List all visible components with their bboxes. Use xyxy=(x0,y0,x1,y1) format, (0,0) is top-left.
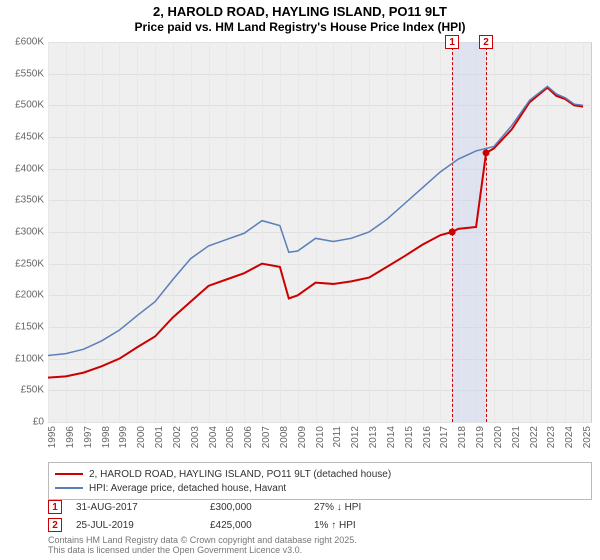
x-tick-label: 2004 xyxy=(208,426,219,448)
legend: 2, HAROLD ROAD, HAYLING ISLAND, PO11 9LT… xyxy=(48,462,592,500)
info-rows: 1 31-AUG-2017 £300,000 27% ↓ HPI 2 25-JUL-201… xyxy=(48,498,592,534)
legend-label: HPI: Average price, detached house, Hava… xyxy=(89,483,286,494)
y-tick-label: £150K xyxy=(15,322,44,333)
y-tick-label: £400K xyxy=(15,163,44,174)
x-tick-label: 2022 xyxy=(529,426,540,448)
y-tick-label: £350K xyxy=(15,195,44,206)
x-tick-label: 2013 xyxy=(368,426,379,448)
x-tick-label: 2018 xyxy=(457,426,468,448)
x-tick-label: 2005 xyxy=(225,426,236,448)
chart-subtitle: Price paid vs. HM Land Registry's House … xyxy=(0,20,600,34)
x-tick-label: 1997 xyxy=(83,426,94,448)
series-line xyxy=(48,86,583,355)
x-tick-label: 1999 xyxy=(118,426,129,448)
x-tick-label: 2017 xyxy=(439,426,450,448)
data-point xyxy=(449,229,456,236)
data-point xyxy=(483,149,490,156)
x-tick-label: 1995 xyxy=(47,426,58,448)
legend-item: 2, HAROLD ROAD, HAYLING ISLAND, PO11 9LT… xyxy=(55,467,585,481)
y-tick-label: £200K xyxy=(15,290,44,301)
x-tick-label: 2016 xyxy=(422,426,433,448)
y-tick-label: £600K xyxy=(15,37,44,48)
info-marker: 2 xyxy=(48,518,62,532)
footer: Contains HM Land Registry data © Crown c… xyxy=(48,536,592,556)
info-row: 2 25-JUL-2019 £425,000 1% ↑ HPI xyxy=(48,516,592,534)
y-tick-label: £250K xyxy=(15,258,44,269)
y-tick-label: £50K xyxy=(21,385,44,396)
x-tick-label: 2014 xyxy=(386,426,397,448)
y-tick-label: £0 xyxy=(33,417,44,428)
x-tick-label: 2023 xyxy=(546,426,557,448)
info-delta: 27% ↓ HPI xyxy=(314,502,404,513)
x-tick-label: 2002 xyxy=(172,426,183,448)
legend-swatch xyxy=(55,487,83,489)
y-axis: £0£50K£100K£150K£200K£250K£300K£350K£400… xyxy=(0,42,48,422)
x-tick-label: 2006 xyxy=(243,426,254,448)
legend-swatch xyxy=(55,473,83,476)
plot-svg xyxy=(48,42,592,422)
x-tick-label: 1998 xyxy=(101,426,112,448)
series-line xyxy=(48,88,583,378)
y-tick-label: £450K xyxy=(15,132,44,143)
x-tick-label: 2001 xyxy=(154,426,165,448)
x-tick-label: 1996 xyxy=(65,426,76,448)
y-tick-label: £300K xyxy=(15,227,44,238)
x-tick-label: 2015 xyxy=(404,426,415,448)
x-tick-label: 2007 xyxy=(261,426,272,448)
x-tick-label: 2010 xyxy=(315,426,326,448)
plot-area: 12 xyxy=(48,42,592,422)
legend-item: HPI: Average price, detached house, Hava… xyxy=(55,481,585,495)
x-tick-label: 2003 xyxy=(190,426,201,448)
x-tick-label: 2011 xyxy=(332,426,343,448)
legend-label: 2, HAROLD ROAD, HAYLING ISLAND, PO11 9LT… xyxy=(89,469,391,480)
marker-label: 1 xyxy=(445,35,459,49)
info-price: £300,000 xyxy=(210,502,300,513)
x-tick-label: 2024 xyxy=(564,426,575,448)
y-tick-label: £550K xyxy=(15,68,44,79)
info-price: £425,000 xyxy=(210,520,300,531)
info-marker: 1 xyxy=(48,500,62,514)
x-tick-label: 2019 xyxy=(475,426,486,448)
x-tick-label: 2009 xyxy=(297,426,308,448)
x-axis: 1995 1996 1997 1998 1999 2000 2001 2002 2003 2004… xyxy=(48,422,592,462)
x-tick-label: 2025 xyxy=(582,426,593,448)
footer-line2: This data is licensed under the Open Gov… xyxy=(48,546,592,556)
info-date: 31-AUG-2017 xyxy=(76,502,196,513)
chart-title: 2, HAROLD ROAD, HAYLING ISLAND, PO11 9LT xyxy=(0,4,600,19)
info-date: 25-JUL-2019 xyxy=(76,520,196,531)
y-tick-label: £100K xyxy=(15,353,44,364)
info-row: 1 31-AUG-2017 £300,000 27% ↓ HPI xyxy=(48,498,592,516)
chart-container: 2, HAROLD ROAD, HAYLING ISLAND, PO11 9LT… xyxy=(0,0,600,560)
x-tick-label: 2021 xyxy=(511,426,522,448)
x-tick-label: 2000 xyxy=(136,426,147,448)
y-tick-label: £500K xyxy=(15,100,44,111)
x-tick-label: 2020 xyxy=(493,426,504,448)
x-tick-label: 2008 xyxy=(279,426,290,448)
title-block: 2, HAROLD ROAD, HAYLING ISLAND, PO11 9LT… xyxy=(0,0,600,34)
marker-label: 2 xyxy=(479,35,493,49)
info-delta: 1% ↑ HPI xyxy=(314,520,404,531)
x-tick-label: 2012 xyxy=(350,426,361,448)
